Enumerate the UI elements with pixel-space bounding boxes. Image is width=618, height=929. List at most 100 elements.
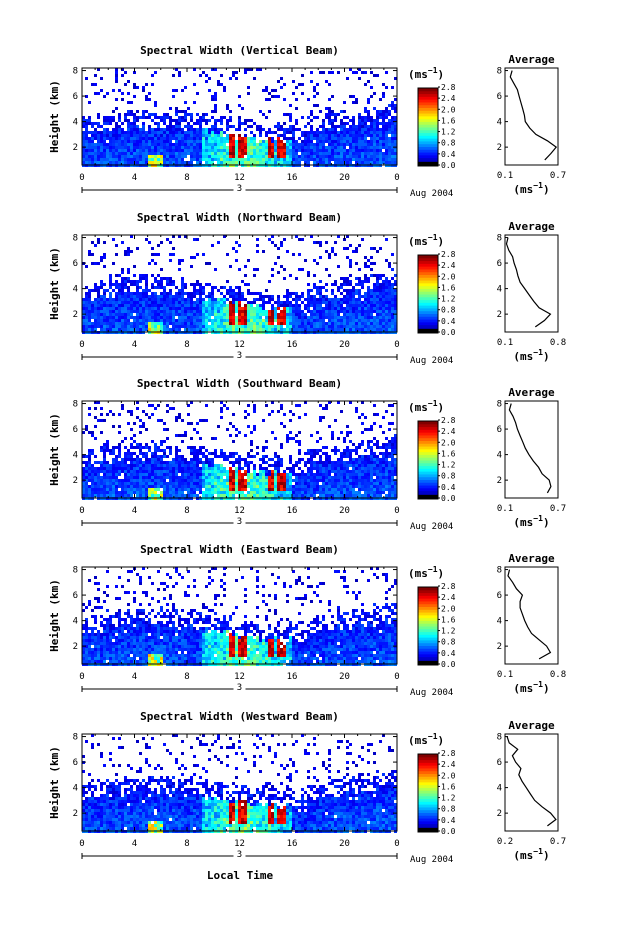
heatmap-cell [94,158,97,161]
heatmap-cell [337,286,340,289]
heatmap-cell [211,146,214,149]
heatmap-cell [388,307,391,310]
heatmap-cell [253,310,256,313]
heatmap-cell [214,140,217,143]
heatmap-cell [139,152,142,155]
heatmap-cell [346,316,349,319]
heatmap-cell [196,280,199,283]
heatmap-cell [286,488,289,491]
heatmap-cell [301,140,304,143]
heatmap-cell [142,464,145,467]
heatmap-cell [145,428,148,431]
heatmap-cell [121,307,124,310]
heatmap-cell [214,491,217,494]
heatmap-cell [112,89,115,92]
heatmap-cell [133,134,136,137]
heatmap-cell [205,449,208,452]
heatmap-cell [127,292,130,295]
heatmap-cell [169,143,172,146]
heatmap-cell [136,289,139,292]
heatmap-cell [238,298,241,301]
heatmap-cell [283,307,286,310]
heatmap-cell [226,104,229,107]
heatmap-cell [208,310,211,313]
heatmap-cell [127,464,130,467]
heatmap-cell [103,479,106,482]
heatmap-cell [304,125,307,128]
heatmap-cell [343,143,346,146]
heatmap-cell [169,452,172,455]
heatmap-cell [199,298,202,301]
heatmap-cell [91,473,94,476]
heatmap-cell [163,143,166,146]
heatmap-cell [340,134,343,137]
heatmap-cell [361,143,364,146]
heatmap-cell [319,256,322,259]
heatmap-cell [181,301,184,304]
heatmap-cell [172,128,175,131]
heatmap-cell [220,476,223,479]
heatmap-cell [280,313,283,316]
heatmap-cell [202,146,205,149]
heatmap-cell [379,149,382,152]
heatmap-cell [181,322,184,325]
heatmap-cell [91,313,94,316]
heatmap-cell [85,316,88,319]
heatmap-cell [352,158,355,161]
heatmap-cell [178,122,181,125]
heatmap-cell [271,491,274,494]
heatmap-cell [178,128,181,131]
heatmap-cell [169,494,172,497]
heatmap-cell [214,325,217,328]
heatmap-cell [361,319,364,322]
heatmap-cell [235,149,238,152]
colorbar-band [418,127,438,131]
heatmap-cell [247,494,250,497]
heatmap-cell [82,122,85,125]
heatmap-cell [286,289,289,292]
heatmap-cell [154,482,157,485]
heatmap-cell [244,313,247,316]
heatmap-cell [238,125,241,128]
heatmap-cell [391,295,394,298]
heatmap-cell [313,298,316,301]
heatmap-cell [121,131,124,134]
heatmap-cell [244,473,247,476]
heatmap-cell [157,310,160,313]
heatmap-cell [301,143,304,146]
heatmap-cell [391,101,394,104]
heatmap-cell [352,131,355,134]
heatmap-cell [334,307,337,310]
heatmap-cell [169,470,172,473]
heatmap-cell [214,313,217,316]
heatmap-cell [166,301,169,304]
heatmap-cell [184,434,187,437]
heatmap-cell [343,310,346,313]
heatmap-cell [127,410,130,413]
heatmap-cell [190,161,193,164]
heatmap-cell [94,286,97,289]
heatmap-cell [118,325,121,328]
heatmap-cell [88,140,91,143]
heatmap-cell [328,256,331,259]
heatmap-cell [127,271,130,274]
heatmap-cell [130,322,133,325]
heatmap-cell [232,470,235,473]
heatmap-cell [106,116,109,119]
heatmap-cell [94,128,97,131]
heatmap-cell [247,461,250,464]
heatmap-cell [217,119,220,122]
heatmap-cell [118,137,121,140]
heatmap-cell [151,440,154,443]
heatmap-cell [88,319,91,322]
heatmap-cell [286,310,289,313]
heatmap-cell [94,244,97,247]
heatmap-cell [310,125,313,128]
heatmap-cell [175,325,178,328]
heatmap-cell [148,241,151,244]
heatmap-cell [232,161,235,164]
heatmap-cell [250,140,253,143]
heatmap-cell [103,461,106,464]
heatmap-cell [226,491,229,494]
x-tick-label: 0 [394,340,399,350]
